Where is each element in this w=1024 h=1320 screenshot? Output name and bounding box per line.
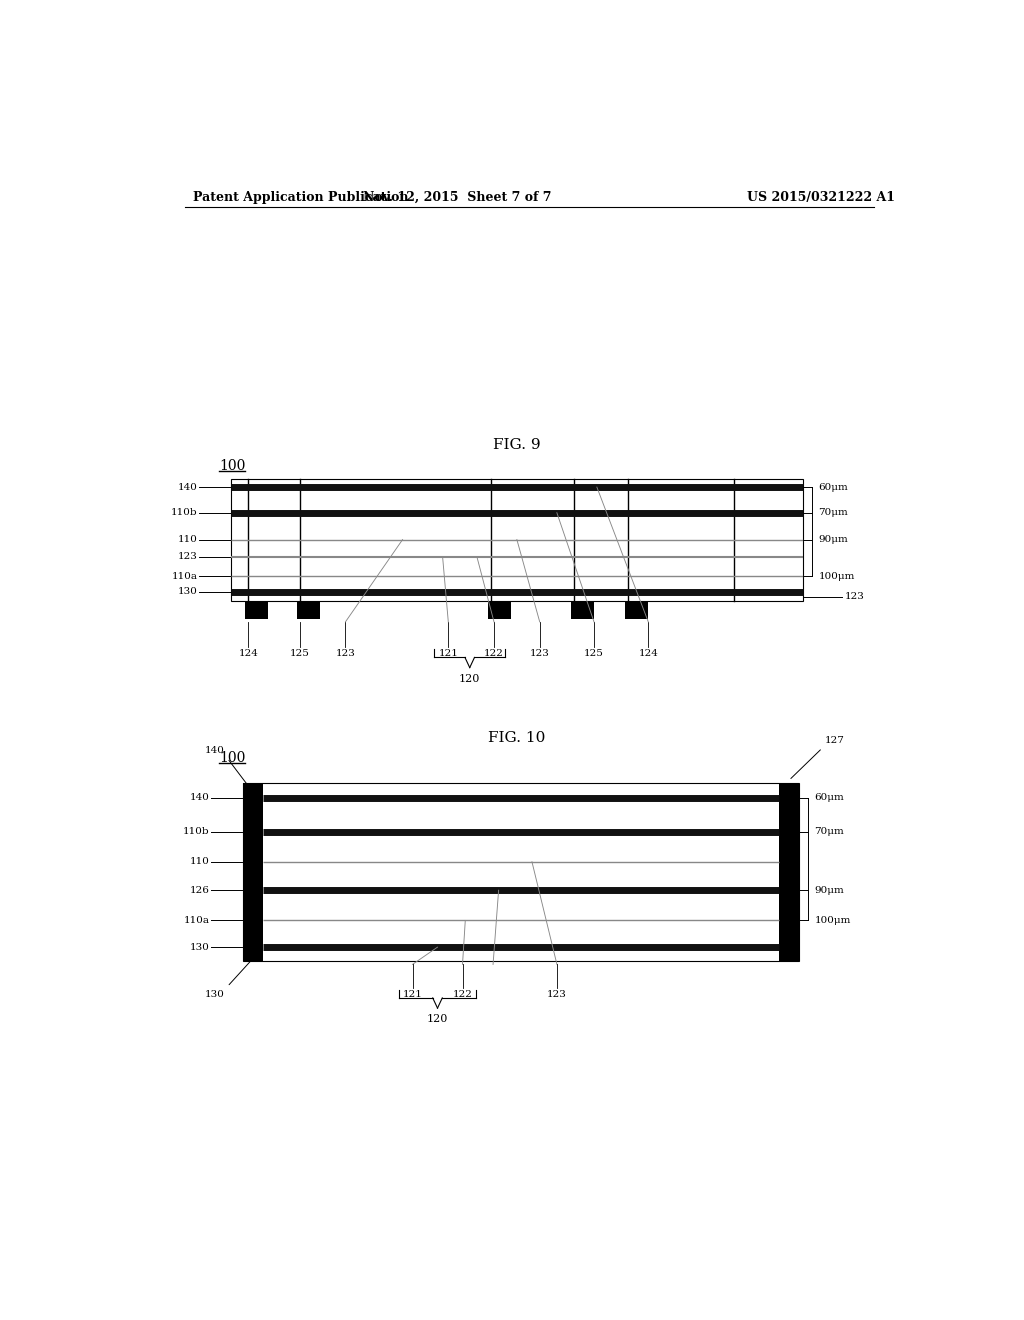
Text: 110b: 110b (183, 828, 210, 836)
Bar (246, 601, 268, 619)
Text: Nov. 12, 2015  Sheet 7 of 7: Nov. 12, 2015 Sheet 7 of 7 (364, 190, 552, 203)
Bar (488, 601, 511, 619)
Text: 120: 120 (427, 1014, 449, 1024)
Text: US 2015/0321222 A1: US 2015/0321222 A1 (748, 190, 895, 203)
Text: 123: 123 (547, 990, 567, 999)
Text: 123: 123 (178, 552, 198, 561)
Text: 123: 123 (845, 593, 864, 602)
Text: 90μm: 90μm (818, 535, 848, 544)
Text: 100: 100 (219, 751, 246, 766)
Text: 130: 130 (205, 990, 225, 999)
Text: 130: 130 (189, 942, 210, 952)
Bar (243, 784, 799, 961)
Text: 60μm: 60μm (814, 793, 844, 803)
Text: 140: 140 (205, 746, 225, 755)
Bar (571, 601, 594, 619)
Text: FIG. 10: FIG. 10 (488, 731, 546, 744)
Text: 130: 130 (178, 587, 198, 597)
Text: 110: 110 (178, 535, 198, 544)
Text: 70μm: 70μm (814, 828, 844, 836)
Text: 124: 124 (638, 649, 658, 659)
Text: 90μm: 90μm (814, 886, 844, 895)
Text: 120: 120 (459, 673, 480, 684)
Text: 121: 121 (402, 990, 423, 999)
Text: 125: 125 (290, 649, 309, 659)
Text: 127: 127 (824, 735, 845, 744)
Text: 123: 123 (336, 649, 355, 659)
Text: 110a: 110a (183, 916, 210, 925)
Text: 125: 125 (584, 649, 604, 659)
Bar (626, 601, 648, 619)
Bar (231, 479, 803, 601)
Text: 100μm: 100μm (818, 572, 855, 581)
Text: 123: 123 (529, 649, 550, 659)
Text: 70μm: 70μm (818, 508, 848, 517)
Bar (779, 784, 799, 961)
Text: 100μm: 100μm (814, 916, 851, 925)
Text: 122: 122 (484, 649, 504, 659)
Text: 110b: 110b (171, 508, 198, 517)
Text: 124: 124 (239, 649, 258, 659)
Text: 122: 122 (453, 990, 472, 999)
Text: 140: 140 (178, 483, 198, 491)
Text: Patent Application Publication: Patent Application Publication (194, 190, 409, 203)
Text: FIG. 9: FIG. 9 (493, 438, 541, 451)
Bar (297, 601, 319, 619)
Text: 121: 121 (438, 649, 458, 659)
Text: 110a: 110a (172, 572, 198, 581)
Text: 100: 100 (219, 459, 246, 474)
Text: 140: 140 (189, 793, 210, 803)
Text: 60μm: 60μm (818, 483, 848, 491)
Bar (243, 784, 262, 961)
Text: 110: 110 (189, 857, 210, 866)
Text: 126: 126 (189, 886, 210, 895)
